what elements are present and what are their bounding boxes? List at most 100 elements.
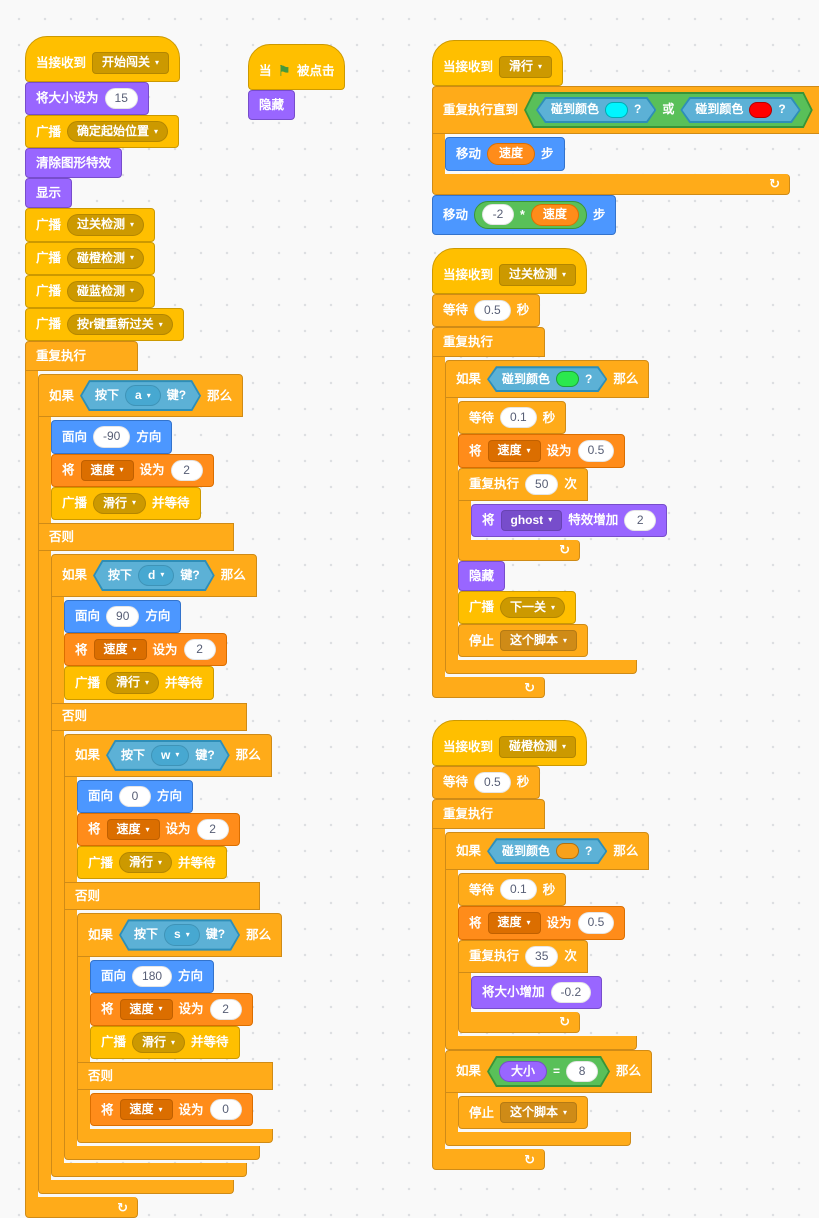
if-header[interactable]: 如果 大小 = 8 那么 (445, 1049, 653, 1094)
else-row[interactable]: 否则 (77, 1062, 273, 1091)
message-dropdown[interactable]: 碰橙检测 ▾ (67, 247, 145, 269)
broadcast-block[interactable]: 广播 按r键重新过关 ▾ (25, 307, 184, 342)
if-header[interactable]: 如果 按下 s ▾ 键? (77, 913, 283, 957)
repeat-header[interactable]: 重复执行 35 次 (458, 939, 588, 973)
touching-color-condition[interactable]: 碰到颜色 ? (680, 97, 800, 123)
message-dropdown[interactable]: 过关检测 ▾ (499, 264, 577, 286)
forever-header[interactable]: 重复执行 (432, 799, 545, 830)
variable-dropdown[interactable]: 速度 ▾ (487, 440, 541, 462)
variable-dropdown[interactable]: 速度 ▾ (106, 819, 160, 841)
key-dropdown[interactable]: w ▾ (151, 745, 189, 766)
number-input[interactable]: 8 (566, 1061, 598, 1082)
number-input[interactable]: 35 (525, 945, 559, 967)
wait-block[interactable]: 等待 0.1 秒 (458, 873, 567, 907)
color-swatch-green[interactable] (556, 371, 579, 387)
forever-header[interactable]: 重复执行 (432, 327, 545, 358)
stop-dropdown[interactable]: 这个脚本 ▾ (500, 1102, 578, 1124)
number-input[interactable]: 2 (170, 459, 203, 481)
message-dropdown[interactable]: 滑行 ▾ (499, 56, 553, 78)
wait-block[interactable]: 等待 0.5 秒 (432, 294, 541, 328)
touching-color-condition[interactable]: 碰到颜色 ? (487, 366, 607, 392)
set-variable-block[interactable]: 将 速度 ▾ 设为 2 (77, 813, 240, 847)
message-dropdown[interactable]: 滑行 ▾ (132, 1031, 186, 1054)
when-receive-hat-orange[interactable]: 当接收到 碰橙检测 ▾ (432, 720, 588, 766)
variable-dropdown[interactable]: 速度 ▾ (93, 639, 147, 661)
message-dropdown[interactable]: 碰蓝检测 ▾ (67, 280, 145, 302)
wait-block[interactable]: 等待 0.5 秒 (432, 766, 541, 800)
set-variable-block[interactable]: 将 速度 ▾ 设为 2 (90, 992, 253, 1026)
variable-reporter[interactable]: 速度 (530, 203, 579, 226)
number-input[interactable]: -0.2 (550, 981, 592, 1003)
number-input[interactable]: -90 (93, 426, 131, 448)
number-input[interactable]: 90 (106, 606, 140, 628)
effect-dropdown[interactable]: ghost ▾ (500, 509, 563, 531)
broadcast-block[interactable]: 广播 确定起始位置 ▾ (25, 115, 180, 149)
number-input[interactable]: 15 (104, 88, 138, 110)
set-variable-block[interactable]: 将 速度 ▾ 设为 0 (90, 1093, 253, 1127)
broadcast-block[interactable]: 广播 下一关 ▾ (458, 590, 577, 625)
number-input[interactable]: 0 (119, 785, 152, 807)
number-input[interactable]: 2 (209, 998, 242, 1020)
point-direction-block[interactable]: 面向 -90 方向 (51, 420, 173, 454)
wait-block[interactable]: 等待 0.1 秒 (458, 401, 567, 435)
broadcast-and-wait-block[interactable]: 广播 滑行 ▾ 并等待 (51, 486, 201, 520)
variable-reporter[interactable]: 速度 (487, 143, 536, 165)
set-variable-block[interactable]: 将 速度 ▾ 设为 2 (64, 633, 227, 667)
equals-condition[interactable]: 大小 = 8 (487, 1056, 610, 1087)
broadcast-block[interactable]: 广播 碰蓝检测 ▾ (25, 274, 156, 308)
when-receive-hat-start[interactable]: 当接收到 开始闯关 ▾ (25, 36, 181, 82)
stop-block[interactable]: 停止 这个脚本 ▾ (458, 624, 589, 658)
broadcast-and-wait-block[interactable]: 广播 滑行 ▾ 并等待 (90, 1025, 240, 1060)
forever-header[interactable]: 重复执行 (25, 341, 138, 372)
when-flag-clicked-hat[interactable]: 当 ⚑ 被点击 (248, 44, 346, 90)
message-dropdown[interactable]: 滑行 ▾ (93, 492, 147, 514)
variable-dropdown[interactable]: 速度 ▾ (119, 998, 173, 1020)
if-header[interactable]: 如果 按下 w ▾ 键? 那么 (64, 733, 272, 777)
touching-color-condition[interactable]: 碰到颜色 ? (487, 838, 607, 864)
change-size-block[interactable]: 将大小增加 -0.2 (471, 975, 603, 1009)
color-swatch-orange[interactable] (556, 843, 579, 859)
number-input[interactable]: 0.5 (474, 300, 511, 322)
repeat-until-header[interactable]: 重复执行直到 碰到颜色 ? 或 碰到颜色 ? (432, 86, 819, 134)
else-row[interactable]: 否则 (51, 702, 247, 731)
variable-dropdown[interactable]: 速度 ▾ (487, 912, 541, 934)
message-dropdown[interactable]: 滑行 ▾ (119, 852, 173, 874)
point-direction-block[interactable]: 面向 0 方向 (77, 779, 194, 813)
message-dropdown[interactable]: 按r键重新过关 ▾ (67, 313, 173, 336)
if-header[interactable]: 如果 按下 a ▾ 键? 那么 (38, 374, 244, 418)
broadcast-and-wait-block[interactable]: 广播 滑行 ▾ 并等待 (64, 666, 214, 700)
else-row[interactable]: 否则 (38, 522, 234, 551)
key-dropdown[interactable]: s ▾ (164, 924, 200, 945)
message-dropdown[interactable]: 下一关 ▾ (500, 596, 566, 619)
number-input[interactable]: 0.1 (500, 879, 537, 901)
number-input[interactable]: -2 (482, 204, 515, 226)
number-input[interactable]: 2 (196, 819, 229, 841)
number-input[interactable]: 0.1 (500, 407, 537, 429)
multiply-reporter[interactable]: -2 * 速度 (474, 200, 587, 229)
key-pressed-condition[interactable]: 按下 d ▾ 键? (93, 560, 215, 591)
move-steps-block[interactable]: 移动 -2 * 速度 步 (432, 194, 617, 235)
number-input[interactable]: 2 (183, 639, 216, 661)
number-input[interactable]: 180 (132, 965, 173, 987)
if-header[interactable]: 如果 碰到颜色 ? 那么 (445, 832, 650, 871)
if-header[interactable]: 如果 按下 d ▾ 键? 那么 (51, 553, 257, 598)
clear-effects-block[interactable]: 清除图形特效 (25, 148, 123, 179)
number-input[interactable]: 0.5 (577, 912, 615, 934)
message-dropdown[interactable]: 碰橙检测 ▾ (499, 736, 577, 758)
message-dropdown[interactable]: 确定起始位置 ▾ (67, 121, 169, 143)
if-header[interactable]: 如果 碰到颜色 ? 那么 (445, 360, 650, 399)
number-input[interactable]: 50 (525, 473, 559, 495)
number-input[interactable]: 2 (624, 509, 657, 531)
point-direction-block[interactable]: 面向 90 方向 (64, 600, 182, 634)
point-direction-block[interactable]: 面向 180 方向 (90, 959, 215, 993)
broadcast-block[interactable]: 广播 碰橙检测 ▾ (25, 241, 156, 275)
key-dropdown[interactable]: d ▾ (138, 565, 174, 586)
repeat-header[interactable]: 重复执行 50 次 (458, 467, 588, 501)
hide-block[interactable]: 隐藏 (248, 90, 296, 120)
touching-color-condition[interactable]: 碰到颜色 ? (536, 97, 656, 123)
key-dropdown[interactable]: a ▾ (125, 385, 161, 406)
key-pressed-condition[interactable]: 按下 a ▾ 键? (80, 380, 201, 411)
size-reporter[interactable]: 大小 (499, 1061, 547, 1082)
number-input[interactable]: 0.5 (577, 440, 615, 462)
when-receive-hat-pass[interactable]: 当接收到 过关检测 ▾ (432, 248, 588, 294)
